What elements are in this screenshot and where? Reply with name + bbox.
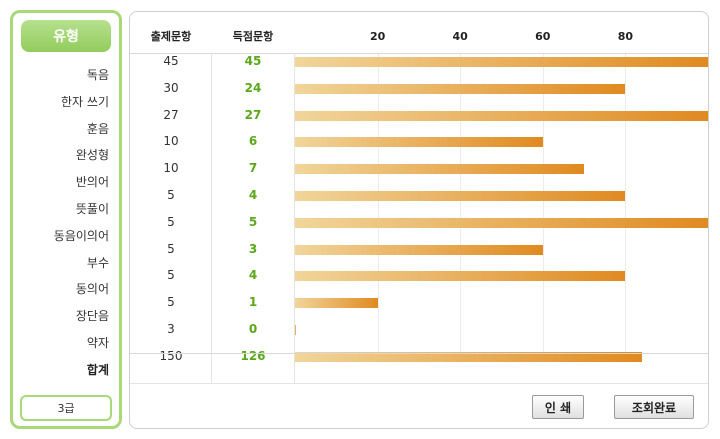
- total-questions-cell: 10: [163, 134, 179, 149]
- scored-questions-cell: 7: [248, 161, 258, 176]
- scored-questions-cell: 4: [248, 268, 258, 283]
- header-scored-questions: 득점문항: [232, 30, 274, 43]
- type-label: 부수: [86, 255, 109, 270]
- footer-divider: [130, 383, 708, 384]
- score-bar: [295, 137, 543, 148]
- scored-questions-cell: 1: [248, 295, 258, 310]
- total-questions-cell-total: 150: [159, 349, 183, 363]
- score-bar-total: [295, 352, 642, 362]
- scored-questions-cell: 4: [248, 188, 258, 202]
- grade-button[interactable]: 3급: [20, 395, 112, 421]
- type-label: 완성형: [75, 148, 109, 163]
- score-bar: [295, 164, 585, 175]
- total-questions-cell: 30: [163, 80, 179, 95]
- total-questions-cell: 5: [167, 295, 175, 310]
- total-questions-cell: 27: [163, 107, 179, 122]
- scored-questions-cell: 27: [244, 107, 262, 122]
- grid-line: [377, 53, 379, 353]
- score-bar: [295, 325, 296, 335]
- type-label: 동음이의어: [53, 228, 109, 243]
- total-questions-cell: 5: [167, 214, 175, 229]
- grid-line: [460, 53, 462, 353]
- type-title-button[interactable]: 유형: [21, 20, 111, 52]
- column-divider: [294, 53, 295, 383]
- score-bar: [295, 244, 543, 255]
- type-label: 장단음: [75, 309, 109, 324]
- total-questions-cell: 5: [167, 268, 175, 283]
- grid-line: [625, 53, 627, 353]
- header-total-questions: 출제문항: [150, 30, 192, 43]
- axis-tick-label: 60: [535, 30, 551, 43]
- scored-questions-cell: 5: [248, 214, 258, 229]
- axis-tick-label: 80: [617, 30, 634, 43]
- type-label: 훈음: [86, 121, 109, 136]
- column-divider: [211, 53, 212, 383]
- scored-questions-cell-total: 126: [240, 349, 266, 363]
- type-label: 뜻풀이: [75, 202, 109, 216]
- grid-line: [542, 53, 544, 353]
- type-label: 한자 쓰기: [61, 94, 109, 109]
- scored-questions-cell: 24: [244, 80, 262, 95]
- score-bar: [295, 271, 626, 282]
- total-questions-cell: 5: [167, 188, 175, 202]
- view-complete-button[interactable]: 조회완료: [614, 395, 694, 419]
- score-bar: [295, 83, 626, 94]
- total-questions-cell: 5: [167, 241, 175, 256]
- total-questions-cell: 10: [163, 161, 179, 176]
- score-bar: [295, 57, 708, 67]
- type-label: 독음: [86, 68, 109, 82]
- total-questions-cell: 45: [163, 54, 179, 68]
- total-label: 합계: [86, 363, 109, 377]
- type-label: 반의어: [75, 175, 109, 190]
- score-bar: [295, 217, 708, 228]
- scored-questions-cell: 0: [248, 322, 258, 336]
- scored-questions-cell: 6: [248, 134, 258, 149]
- print-button[interactable]: 인 쇄: [532, 395, 584, 419]
- result-panel: 출제문항 득점문항 20 40 60 80 45 45 30 24 27 27 10 6 10 7 5 4 5…: [129, 11, 709, 429]
- type-label: 약자: [86, 336, 109, 350]
- axis-tick-label: 40: [452, 30, 468, 43]
- total-divider: [130, 353, 708, 354]
- score-bar: [295, 298, 378, 309]
- axis-tick-label: 20: [369, 30, 386, 43]
- total-questions-cell: 3: [167, 322, 175, 336]
- score-bar: [295, 191, 626, 201]
- type-label: 동의어: [75, 282, 109, 297]
- score-bar: [295, 110, 708, 121]
- header-divider: [130, 53, 708, 54]
- scored-questions-cell: 45: [244, 54, 262, 68]
- scored-questions-cell: 3: [248, 241, 258, 256]
